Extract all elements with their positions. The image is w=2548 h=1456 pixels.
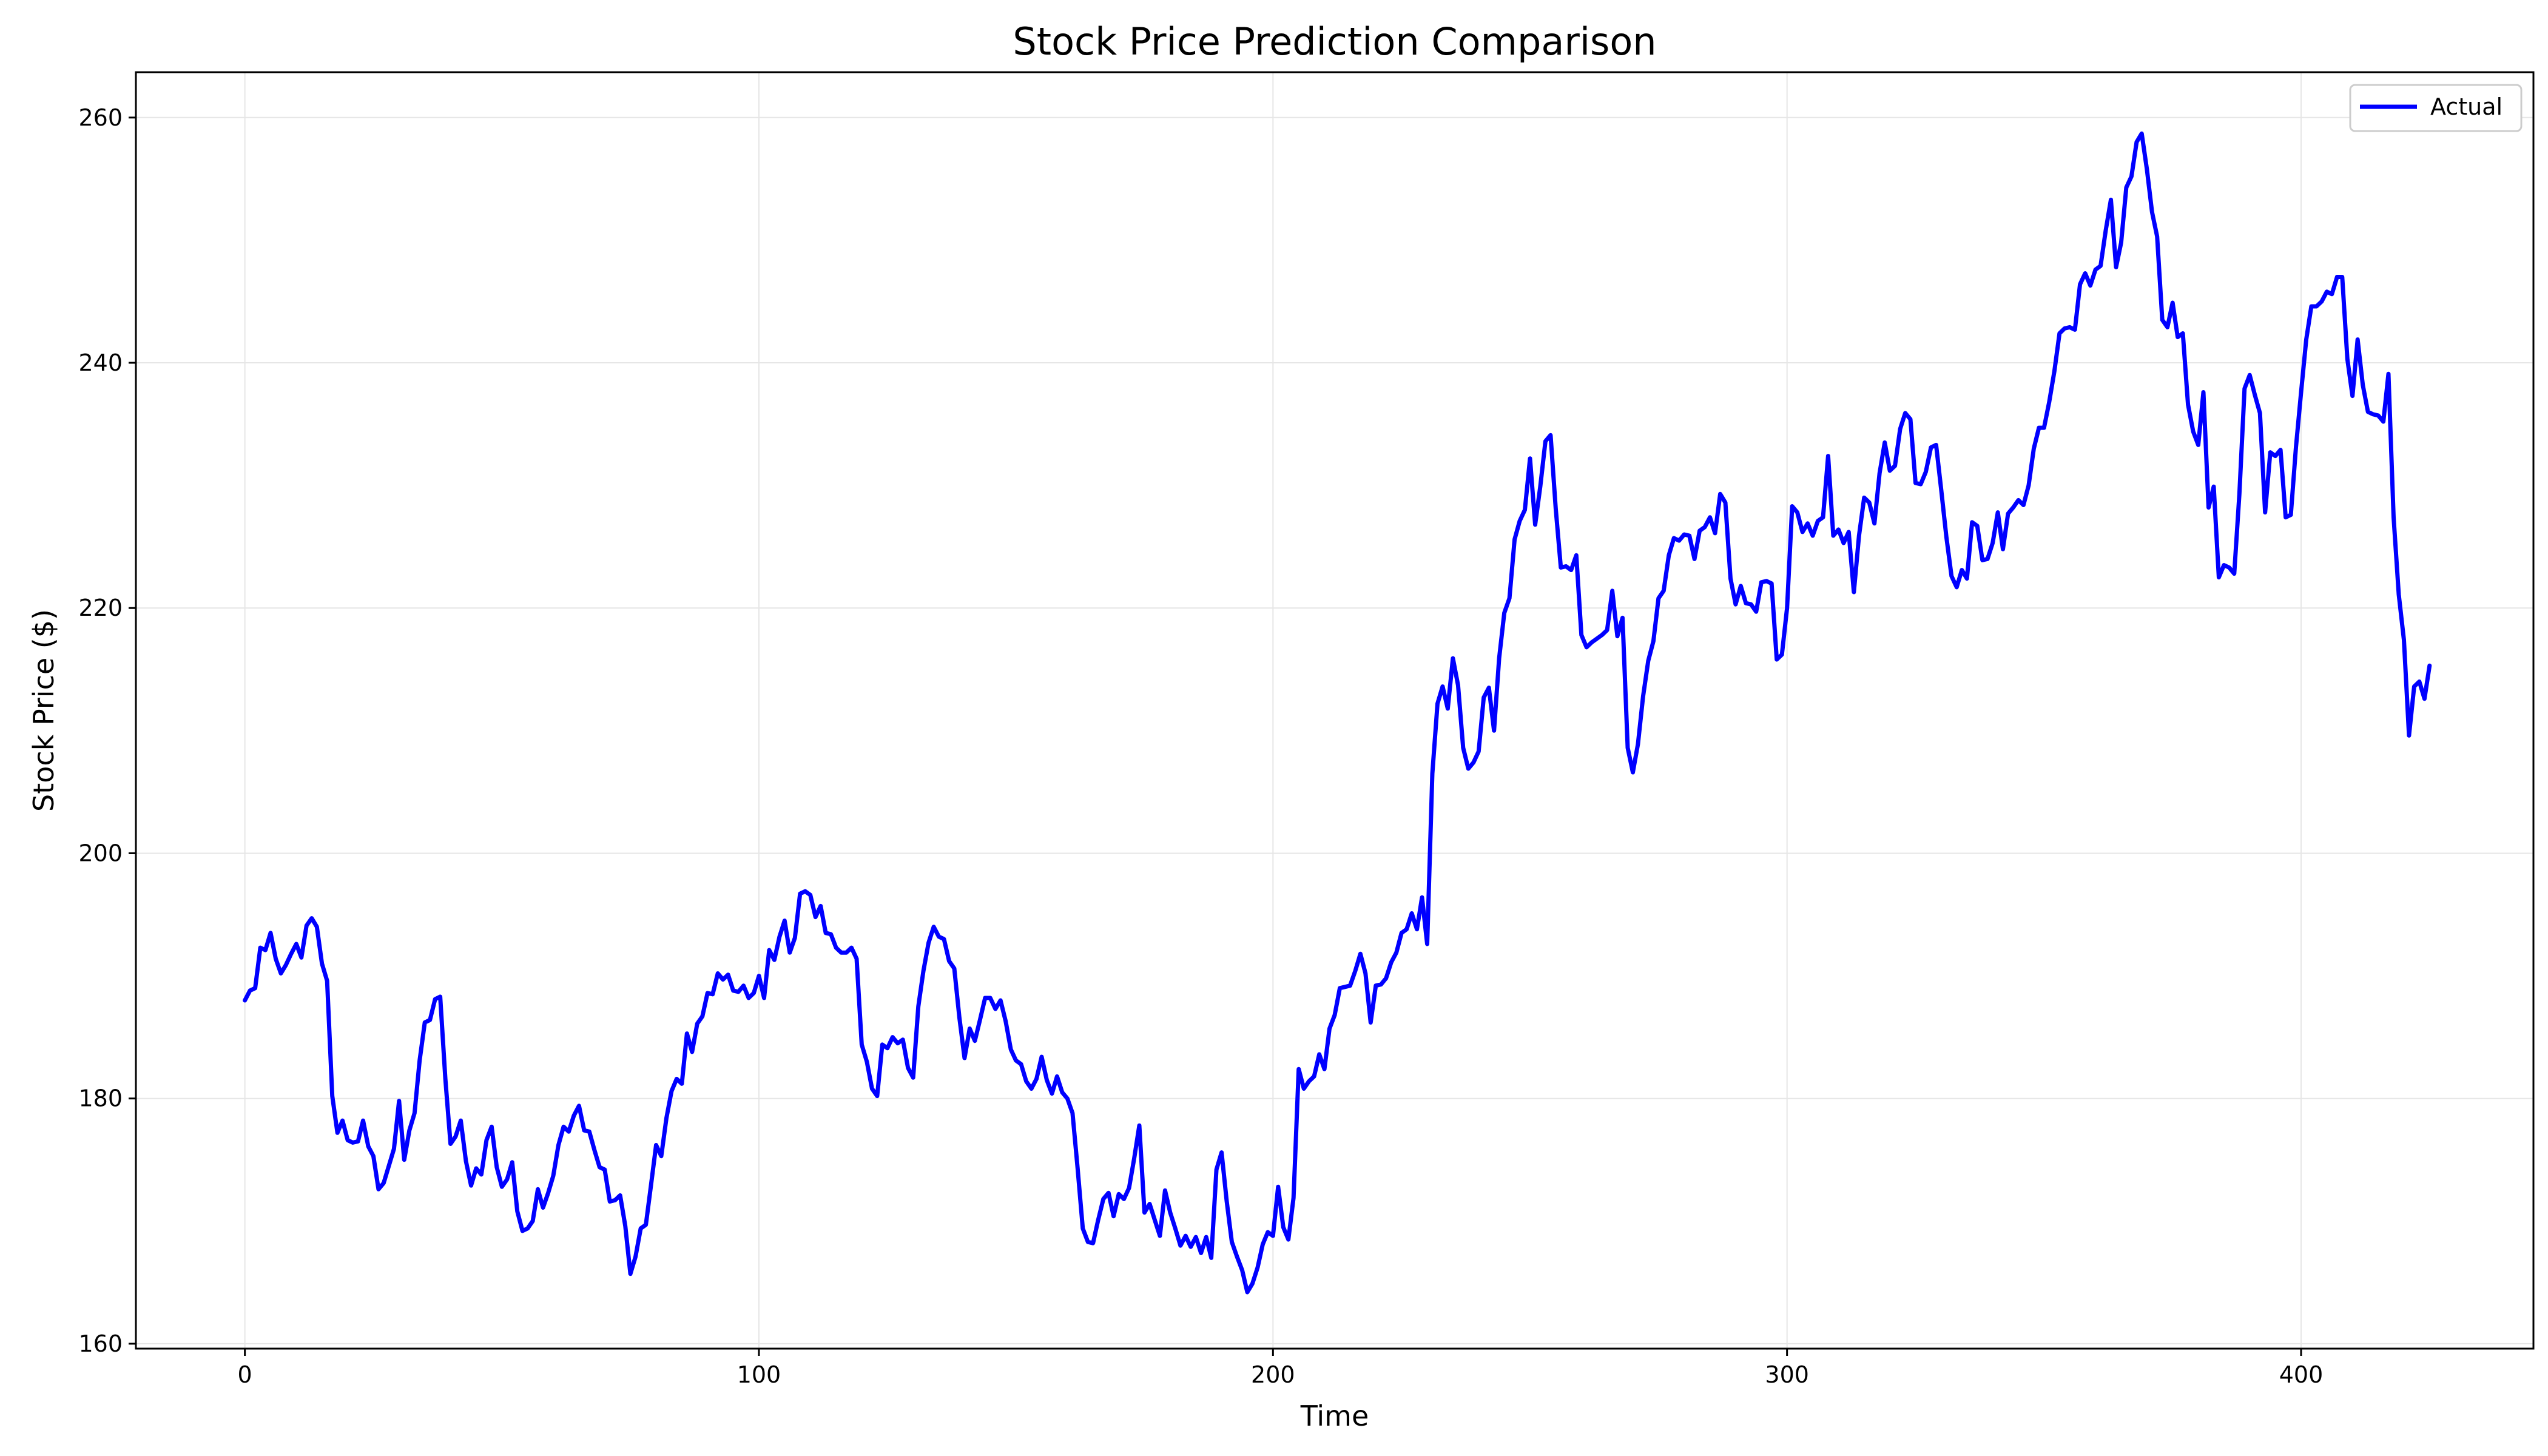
y-tick-label: 180 xyxy=(78,1085,123,1112)
x-tick-label: 300 xyxy=(1765,1361,1809,1388)
y-tick-label: 220 xyxy=(78,595,123,621)
legend-box xyxy=(2349,84,2523,132)
y-tick-label: 260 xyxy=(78,104,123,131)
y-axis-title: Stock Price ($) xyxy=(27,609,60,812)
plot-frame xyxy=(135,71,2535,1350)
y-axis: 160 180 200 220 240 260 xyxy=(78,104,136,1357)
y-tick-label: 160 xyxy=(78,1330,123,1357)
x-tick-label: 100 xyxy=(737,1361,781,1388)
x-axis: 0 100 200 300 400 xyxy=(238,1349,2324,1388)
x-axis-title: Time xyxy=(1300,1400,1369,1432)
x-tick-label: 0 xyxy=(238,1361,252,1388)
x-tick-label: 200 xyxy=(1251,1361,1295,1388)
series-line-actual xyxy=(243,131,2432,1295)
legend: Actual xyxy=(2349,84,2523,132)
legend-label-actual: Actual xyxy=(2430,93,2502,120)
x-tick-label: 400 xyxy=(2279,1361,2324,1388)
grid xyxy=(136,72,2533,1349)
series-layer xyxy=(243,131,2432,1295)
y-tick-label: 240 xyxy=(78,349,123,376)
y-tick-label: 200 xyxy=(78,840,123,866)
chart-title: Stock Price Prediction Comparison xyxy=(1013,19,1656,64)
